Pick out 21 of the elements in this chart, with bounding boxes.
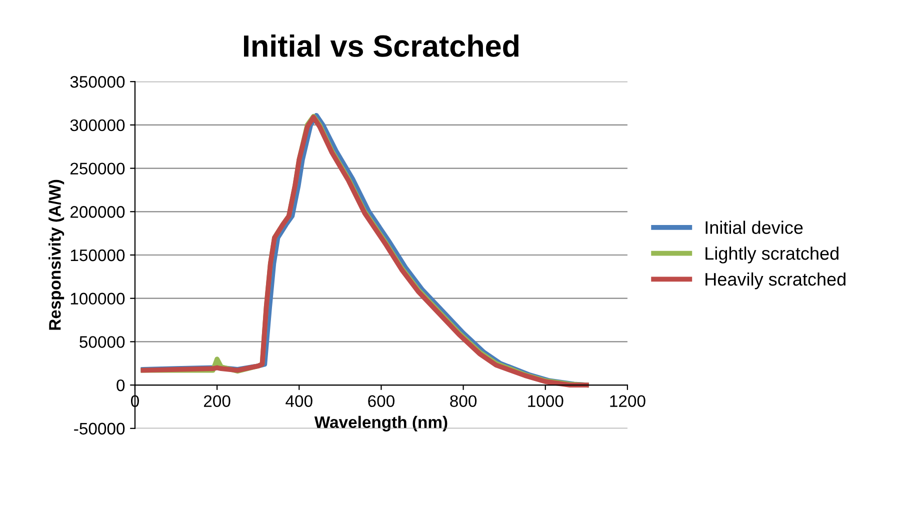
x-tick-label: 1000: [528, 395, 564, 408]
y-tick-label: 200000: [70, 206, 125, 218]
legend-label: Lightly scratched: [706, 246, 838, 264]
x-tick-label: 800: [450, 395, 477, 408]
x-tick-label: 600: [368, 395, 394, 408]
x-axis-title: Wavelength (nm): [314, 416, 448, 432]
y-tick-label: 150000: [70, 249, 125, 262]
legend-label: Heavily scratched: [706, 272, 846, 290]
y-tick-label: 250000: [70, 162, 125, 175]
chart-title: Initial vs Scratched: [244, 34, 518, 57]
x-tick-label: 400: [286, 395, 312, 408]
y-tick-label: 300000: [70, 119, 125, 132]
legend-label: Initial device: [706, 220, 803, 234]
y-tick-label: -50000: [74, 422, 125, 435]
y-axis-title: Responsivity (A/W): [48, 180, 64, 330]
y-tick-label: 100000: [70, 292, 125, 305]
x-tick-label: 1200: [610, 395, 646, 408]
y-tick-label: 50000: [80, 336, 125, 348]
y-tick-label: 350000: [70, 76, 125, 88]
x-tick-label: 200: [204, 395, 230, 408]
y-tick-label: 0: [116, 379, 125, 392]
